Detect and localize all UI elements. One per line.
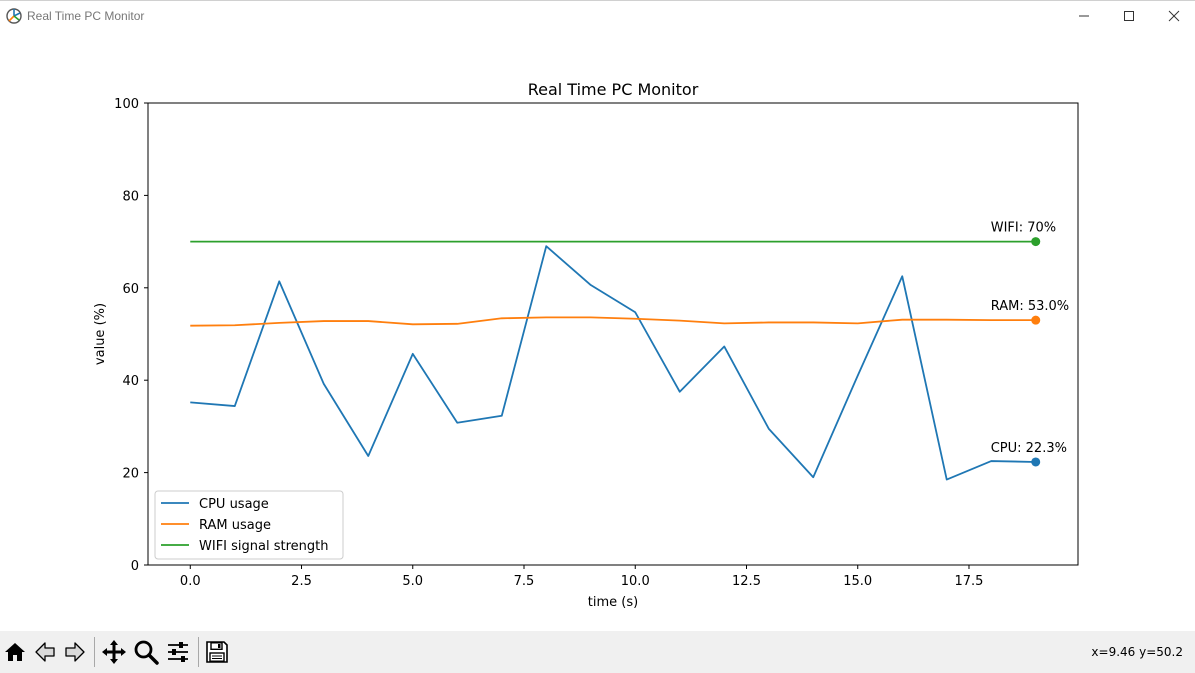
series-line-1 [190,245,1036,481]
navigation-toolbar: x=9.46 y=50.2 [0,631,1195,673]
home-button[interactable] [0,635,30,669]
y-tick-label: 60 [122,282,139,297]
cursor-coordinates: x=9.46 y=50.2 [1091,645,1183,659]
x-axis-label: time (s) [588,595,638,610]
back-button[interactable] [30,635,60,669]
home-icon [5,643,25,661]
configure-subplots-button[interactable] [163,635,193,669]
pan-icon [102,640,126,664]
y-tick-label: 0 [131,559,139,574]
line-chart: 0.0 2.5 5.0 7.5 10.0 12.5 15.0 17.5 0 20 40 60 80 100… [93,80,1079,610]
legend-label-3: WIFI signal strength [199,539,328,554]
x-tick-label: 12.5 [732,574,761,589]
y-tick-label: 100 [114,97,139,112]
x-tick-label: 7.5 [514,574,535,589]
x-tick-label: 5.0 [402,574,423,589]
close-icon [1168,10,1180,22]
toolbar-separator [94,637,95,667]
series-line-2 [190,316,1036,327]
figure-canvas[interactable]: 0.0 2.5 5.0 7.5 10.0 12.5 15.0 17.5 0 20 40 60 80 100… [0,31,1195,631]
series-end-label-2: RAM: 53.0% [991,299,1069,314]
chart-title: Real Time PC Monitor [528,80,699,99]
pan-button[interactable] [99,635,129,669]
maximize-button[interactable] [1106,1,1152,31]
series-end-marker-2 [1031,315,1041,325]
legend-box [154,490,344,560]
x-tick-label: 15.0 [843,574,872,589]
y-tick-label: 20 [122,467,139,482]
axes-frame [147,102,1079,566]
close-button[interactable] [1151,1,1195,31]
forward-arrow-icon [65,642,85,662]
x-tick-label: 17.5 [955,574,984,589]
series-end-marker-3 [1031,237,1041,247]
forward-button[interactable] [60,635,90,669]
window-title: Real Time PC Monitor [27,9,145,23]
zoom-icon [134,640,159,665]
maximize-icon [1124,11,1134,21]
title-bar: Real Time PC Monitor [0,0,1195,31]
save-icon [206,641,228,663]
app-icon [6,8,22,24]
x-tick-label: 0.0 [180,574,201,589]
y-axis-label: value (%) [93,303,108,365]
legend-label-1: CPU usage [199,497,269,512]
minimize-icon [1079,15,1089,17]
series-end-marker-1 [1031,457,1041,467]
zoom-button[interactable] [131,635,161,669]
y-tick-label: 40 [122,374,139,389]
save-button[interactable] [202,635,232,669]
x-tick-label: 2.5 [291,574,312,589]
configure-subplots-icon [168,642,188,662]
minimize-button[interactable] [1061,1,1107,31]
back-arrow-icon [35,642,55,662]
series-end-label-1: CPU: 22.3% [991,441,1067,456]
series-end-label-3: WIFI: 70% [991,221,1056,236]
x-tick-label: 10.0 [621,574,650,589]
toolbar-separator [198,637,199,667]
legend-label-2: RAM usage [199,518,271,533]
y-tick-label: 80 [122,189,139,204]
